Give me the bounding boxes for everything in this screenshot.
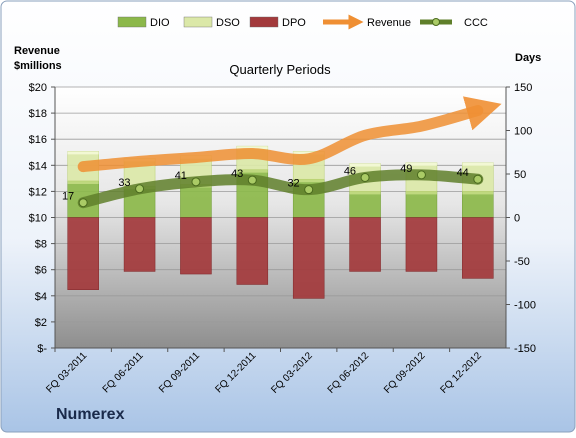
ccc-point [416, 170, 426, 180]
left-axis-tick-label: $4 [35, 291, 47, 303]
right-axis-tick-label: -150 [514, 343, 536, 355]
left-axis-tick-label: $- [37, 343, 47, 355]
ccc-point [304, 185, 314, 195]
dpo-bar [462, 217, 494, 279]
left-axis-tick-label: $20 [29, 82, 47, 94]
legend-label: DPO [282, 17, 306, 29]
ccc-point [135, 184, 145, 194]
right-axis-title: Days [515, 52, 541, 64]
legend-label: DIO [150, 17, 170, 29]
chart-title: Quarterly Periods [229, 62, 331, 77]
dio-bar-highlight [405, 191, 437, 195]
ccc-data-label: 46 [344, 165, 356, 177]
dpo-bar [180, 217, 212, 275]
left-axis-tick-label: $16 [29, 134, 47, 146]
dso-bar-highlight [236, 146, 268, 150]
right-axis-tick-label: 50 [514, 169, 526, 181]
ccc-data-label: 44 [457, 167, 469, 179]
left-axis-title-line1: Revenue [14, 45, 60, 57]
ccc-data-label: 43 [231, 168, 243, 180]
legend-item-dio[interactable]: DIO [117, 16, 170, 29]
dso-bar-highlight [405, 162, 437, 166]
ccc-line [77, 169, 484, 209]
dio-bar-highlight [293, 179, 325, 183]
dio-bar [405, 191, 438, 218]
legend-swatch [117, 16, 147, 28]
legend-marker-icon [432, 18, 440, 26]
right-axis-tick-label: 100 [514, 126, 532, 138]
ccc-data-label: 41 [175, 170, 187, 182]
legend-item-dso[interactable]: DSO [183, 16, 240, 29]
dpo-bar [349, 217, 381, 272]
left-axis-tick-label: $12 [29, 186, 47, 198]
dpo-bar [67, 217, 99, 290]
legend-swatch [249, 16, 279, 28]
dso-bar-highlight [349, 163, 381, 167]
revenue-line [77, 96, 502, 173]
dio-bar [349, 191, 381, 218]
ccc-point [191, 177, 201, 187]
left-axis-tick-label: $2 [35, 317, 47, 329]
ccc-data-label: 49 [400, 163, 412, 175]
legend-label: Revenue [367, 17, 411, 29]
company-name: Numerex [56, 406, 125, 423]
left-axis-title-line2: $millions [14, 60, 62, 72]
dso-bar-highlight [293, 151, 325, 155]
left-axis-tick-label: $8 [35, 239, 47, 251]
legend-label: DSO [216, 17, 240, 29]
right-axis-tick-label: -50 [514, 256, 530, 268]
ccc-point [473, 174, 483, 184]
legend-item-revenue[interactable]: Revenue [323, 14, 411, 30]
dso-bar-highlight [67, 151, 99, 155]
ccc-point [247, 175, 257, 185]
series-lines [77, 96, 502, 209]
dio-bar [462, 191, 494, 218]
left-axis-tick-label: $10 [29, 213, 47, 225]
legend-swatch [183, 16, 213, 28]
left-axis-tick-label: $6 [35, 265, 47, 277]
legend-item-ccc[interactable]: CCC [420, 17, 488, 29]
dio-bar [180, 184, 212, 218]
data-labels: 17 33 41 43 32 46 49 44 [62, 163, 469, 203]
right-axis-tick-label: 150 [514, 82, 532, 94]
ccc-point [78, 198, 88, 208]
legend-label: CCC [464, 17, 488, 29]
ccc-data-label: 32 [287, 178, 299, 190]
legend[interactable]: DIO DSO DPO Revenue CCC [117, 14, 488, 30]
left-axis-tick-label: $14 [29, 160, 47, 172]
dpo-bar [236, 217, 269, 285]
ccc-data-label: 17 [62, 191, 74, 203]
dio-bar-highlight [349, 191, 381, 195]
dso-bar-highlight [462, 162, 494, 166]
legend-item-dpo[interactable]: DPO [249, 16, 306, 29]
dpo-bar [292, 217, 325, 299]
dpo-bar [123, 217, 156, 272]
ccc-point [360, 172, 370, 182]
dpo-bar [405, 217, 438, 272]
ccc-data-label: 33 [118, 177, 130, 189]
right-axis-tick-label: -100 [514, 300, 536, 312]
right-axis-tick-label: 0 [514, 213, 520, 225]
dio-bar-highlight [462, 191, 494, 195]
dio-bar-highlight [67, 180, 99, 184]
left-axis-tick-label: $18 [29, 108, 47, 120]
dio-bar-highlight [236, 169, 268, 173]
